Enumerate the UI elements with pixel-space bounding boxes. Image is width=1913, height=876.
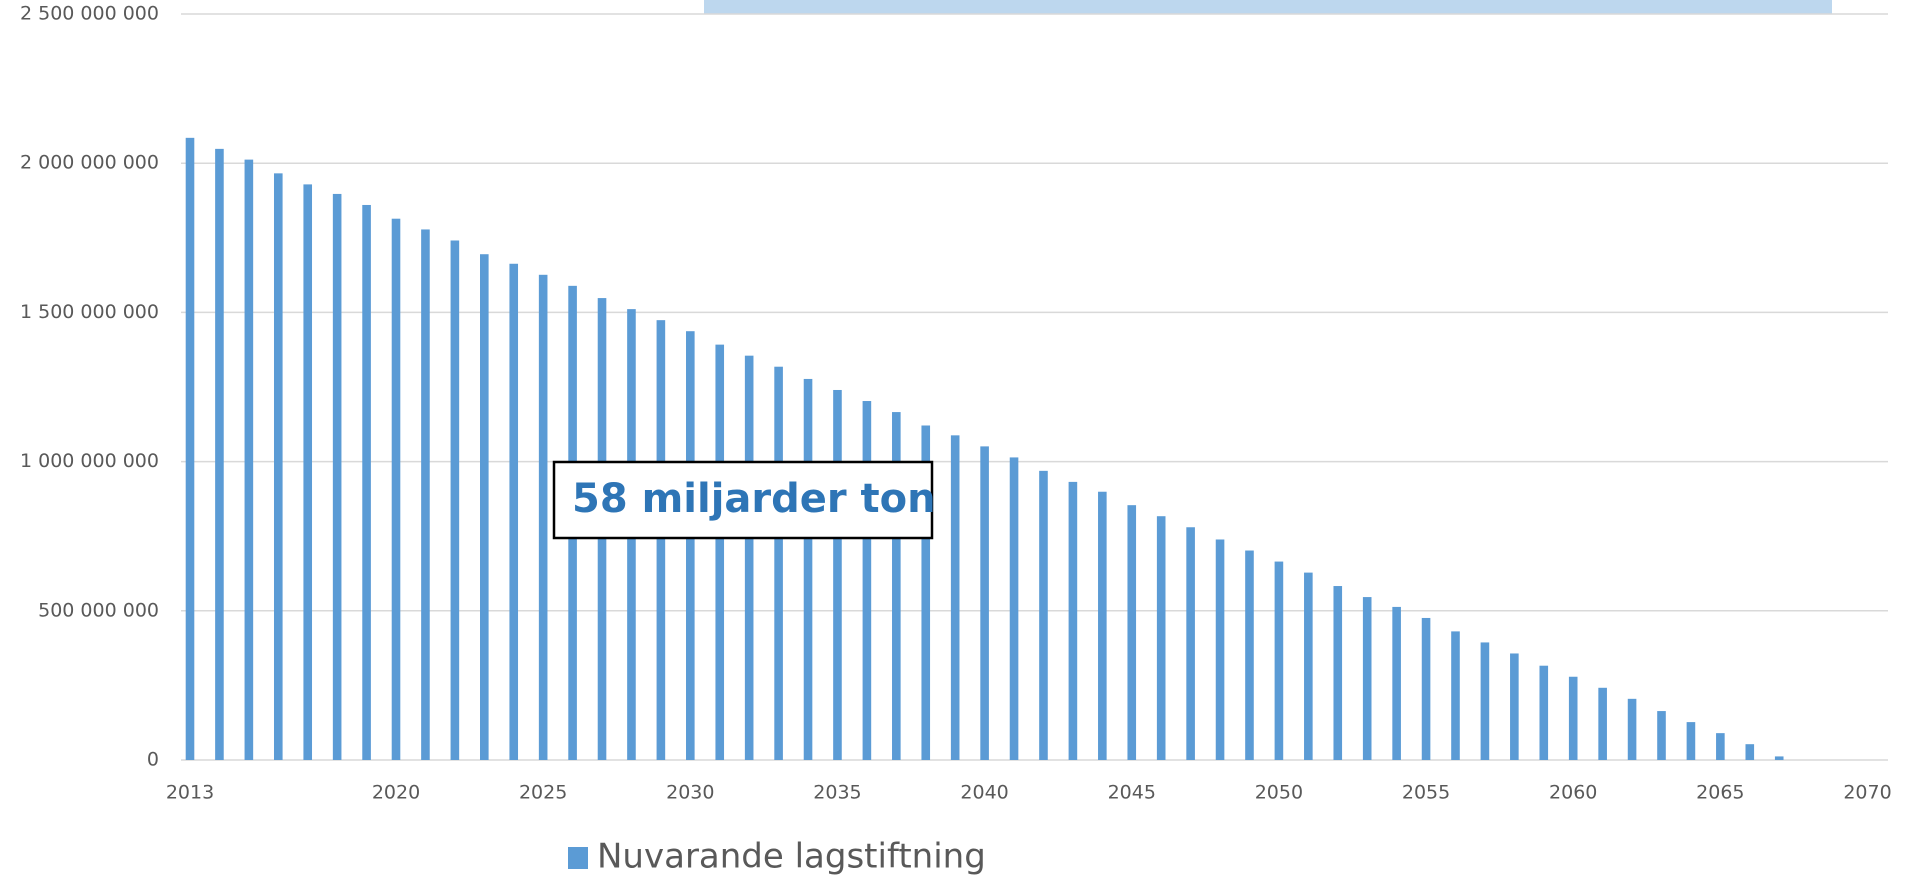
bar	[980, 446, 989, 760]
annotation-box	[552, 460, 934, 540]
y-tick-label: 1 500 000 000	[20, 301, 159, 323]
bar	[921, 425, 931, 760]
bar	[538, 274, 548, 760]
bar	[686, 331, 695, 760]
bar	[715, 344, 725, 760]
x-tick-label: 2060	[1549, 782, 1597, 804]
x-tick-label: 2050	[1255, 782, 1303, 804]
bar	[1657, 711, 1666, 760]
bar	[1539, 665, 1549, 760]
bar	[892, 412, 901, 760]
x-tick-label: 2040	[960, 782, 1008, 804]
bar	[1392, 606, 1401, 760]
y-tick-label: 2 500 000 000	[20, 3, 159, 25]
bar	[1009, 457, 1019, 760]
bar	[450, 240, 460, 760]
x-tick-label: 2035	[813, 782, 861, 804]
bar	[1127, 505, 1137, 760]
x-tick-label: 2030	[666, 782, 714, 804]
bar	[244, 159, 254, 760]
bar	[1421, 617, 1431, 760]
y-tick-label: 2 000 000 000	[20, 152, 159, 174]
y-tick-label: 1 000 000 000	[20, 450, 159, 472]
y-tick-label: 500 000 000	[38, 599, 159, 621]
bar	[950, 435, 960, 760]
bar	[1627, 698, 1637, 760]
x-tick-label: 2045	[1108, 782, 1156, 804]
bar	[185, 137, 195, 760]
bar	[1716, 733, 1725, 760]
x-tick-label: 2055	[1402, 782, 1450, 804]
bar	[215, 148, 224, 760]
bar	[1480, 642, 1490, 760]
bar	[332, 193, 342, 761]
bar	[774, 366, 783, 760]
bar	[1598, 687, 1607, 760]
bar	[273, 173, 283, 761]
bar	[1362, 597, 1372, 760]
x-tick-label: 2065	[1696, 782, 1744, 804]
bar	[833, 389, 842, 760]
bar	[303, 184, 313, 760]
bar	[862, 401, 872, 760]
x-tick-label: 2013	[166, 782, 214, 804]
bar	[1068, 481, 1078, 760]
bar	[1039, 470, 1048, 760]
bar	[480, 254, 489, 760]
bar	[421, 229, 430, 760]
annotation: 58 miljarder ton	[572, 476, 936, 522]
decoration	[704, 0, 1832, 14]
bar	[1304, 572, 1313, 760]
bar	[1745, 744, 1755, 760]
bar	[362, 204, 371, 760]
x-tick-label: 2020	[372, 782, 420, 804]
bar	[391, 218, 401, 760]
legend-swatch	[568, 847, 588, 869]
bar	[1098, 491, 1107, 760]
bar	[1510, 653, 1519, 760]
bar	[1568, 676, 1578, 760]
x-tick-label: 2025	[519, 782, 567, 804]
x-tick-label: 2070	[1843, 782, 1891, 804]
bar	[1186, 527, 1195, 760]
bar	[1333, 586, 1343, 760]
bar	[1774, 756, 1784, 760]
y-tick-label: 0	[147, 749, 159, 771]
bar	[656, 320, 666, 760]
bar	[1245, 550, 1254, 760]
bar	[803, 378, 813, 760]
bar	[1215, 539, 1225, 760]
bar	[1686, 722, 1696, 760]
legend-label: Nuvarande lagstiftning	[597, 837, 986, 876]
bar	[509, 263, 519, 760]
bar	[1451, 631, 1460, 760]
bar	[1274, 561, 1284, 760]
bar	[1156, 516, 1166, 760]
bar	[744, 355, 754, 760]
